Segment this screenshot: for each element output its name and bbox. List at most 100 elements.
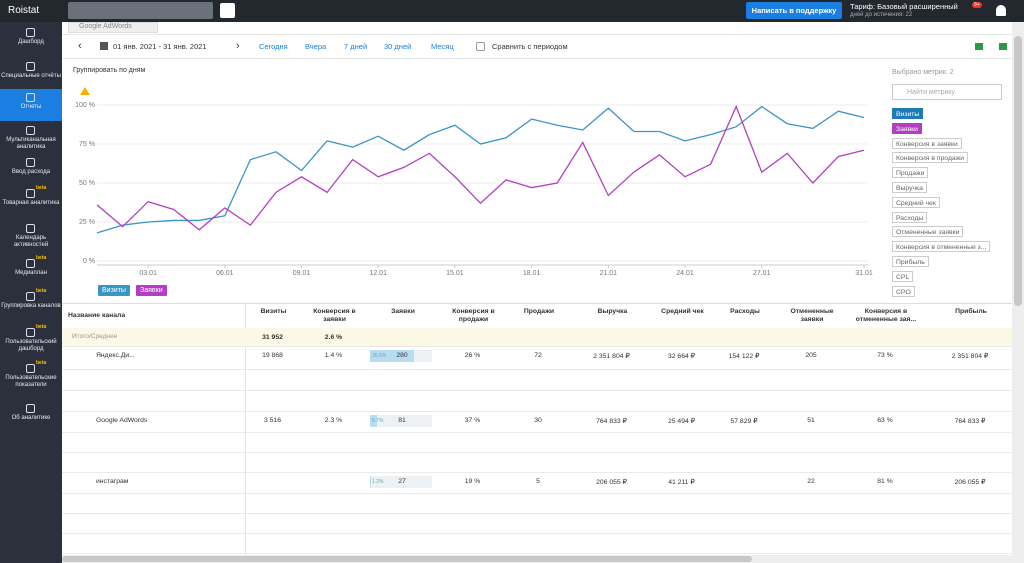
metric-chip[interactable]: Продажи bbox=[892, 167, 929, 179]
project-select[interactable] bbox=[68, 2, 213, 19]
v-scroll-thumb[interactable] bbox=[1014, 36, 1022, 306]
legend-item[interactable]: Заявки bbox=[136, 285, 167, 296]
x-tick-label: 06.01 bbox=[216, 270, 234, 277]
cell: 81 % bbox=[877, 478, 893, 485]
date-preset[interactable]: 7 дней bbox=[344, 42, 368, 51]
column-header[interactable]: Отмененные заявки bbox=[790, 308, 834, 323]
cell: 26 % bbox=[464, 352, 481, 359]
metric-chip[interactable]: Заявки bbox=[892, 122, 922, 134]
legend-item[interactable]: Визиты bbox=[98, 285, 130, 296]
nav-item[interactable]: Пользовательский дашборд beta bbox=[0, 324, 62, 356]
metric-chip[interactable]: Отмененные заявки bbox=[892, 226, 964, 238]
metric-chip[interactable]: CPO bbox=[892, 285, 915, 297]
nav-icon bbox=[26, 364, 35, 373]
metric-search[interactable]: Найти метрику bbox=[892, 84, 1002, 100]
metric-chip[interactable]: Прибыль bbox=[892, 256, 929, 267]
date-preset[interactable]: Вчера bbox=[305, 42, 327, 51]
cell: 2 351 804 ₽ bbox=[593, 353, 630, 360]
nav-item[interactable]: Отчеты bbox=[0, 89, 62, 121]
cell: 30 bbox=[534, 417, 542, 424]
column-header[interactable]: Название канала bbox=[68, 312, 126, 319]
tab[interactable]: Google AdWords bbox=[68, 22, 158, 33]
nav-item[interactable]: Медиаплан beta bbox=[0, 255, 62, 287]
chart-icon[interactable] bbox=[975, 43, 983, 50]
column-header[interactable]: Выручка bbox=[597, 308, 628, 315]
nav-badge: beta bbox=[36, 185, 47, 191]
row-line bbox=[62, 493, 1012, 494]
nav-icon bbox=[26, 93, 35, 102]
nav-item[interactable]: Мультиканальная аналитика bbox=[0, 122, 62, 154]
x-tick-label: 12.01 bbox=[369, 270, 387, 277]
table: Название канала Визиты Конверсия в заявки З… bbox=[62, 303, 1012, 556]
sidebar: Дашборд Специальные отчёты Отчеты Мультикан… bbox=[0, 22, 62, 563]
nav-label: Ввод расхода bbox=[11, 169, 51, 175]
y-tick-label: 25 % bbox=[79, 219, 95, 226]
date-preset[interactable]: Сегодня bbox=[259, 42, 288, 51]
cell: 31 952 bbox=[262, 334, 283, 341]
column-header[interactable]: Конверсия в заявки bbox=[313, 308, 356, 323]
column-header[interactable]: Продажи bbox=[523, 308, 555, 315]
metric-chip[interactable]: Выручка bbox=[892, 182, 927, 193]
metric-chip[interactable]: Расходы bbox=[892, 211, 928, 223]
cell: 205 bbox=[805, 352, 817, 359]
column-header[interactable]: Конверсия в продажи bbox=[452, 308, 495, 323]
column-header[interactable]: Заявки bbox=[391, 308, 415, 315]
metric-chip[interactable]: Средний чек bbox=[892, 196, 940, 208]
date-preset[interactable]: 30 дней bbox=[384, 42, 412, 51]
h-scroll-thumb[interactable] bbox=[62, 556, 752, 562]
row-line bbox=[62, 369, 1012, 370]
nav-label: Календарь активностей bbox=[13, 235, 49, 248]
metric-chip[interactable]: Конверсия в продажи bbox=[892, 152, 969, 164]
channel-name: Google AdWords bbox=[96, 417, 148, 424]
compare-label[interactable]: Сравнить с периодом bbox=[492, 42, 568, 51]
cell: 5 bbox=[536, 478, 540, 485]
metric-chip[interactable]: Конверсия в заявки bbox=[892, 137, 962, 149]
metric-chip[interactable]: Конверсия в отмененные з... bbox=[892, 241, 991, 253]
column-header[interactable]: Визиты bbox=[260, 308, 287, 315]
warning-icon bbox=[80, 87, 90, 95]
compare-checkbox[interactable] bbox=[476, 42, 485, 51]
table-row[interactable]: Яндекс.Ди... 35.5% 19 868 1.4 % 280 26 % 72 2 3… bbox=[62, 346, 1012, 367]
user-icon[interactable] bbox=[996, 5, 1006, 16]
column-header[interactable]: Конверсия в отмененные зая... bbox=[855, 308, 917, 323]
nav-icon bbox=[26, 189, 35, 198]
y-tick-label: 75 % bbox=[79, 141, 95, 148]
cell: 72 bbox=[534, 352, 542, 359]
nav-item[interactable]: Об аналитике bbox=[0, 400, 62, 432]
prev-button[interactable]: ‹ bbox=[78, 40, 82, 52]
support-button[interactable]: Написать в поддержку bbox=[746, 2, 842, 19]
group-by[interactable]: Группировать по дням bbox=[73, 67, 146, 74]
nav-badge: beta bbox=[36, 255, 47, 261]
nav-item[interactable]: Ввод расхода bbox=[0, 154, 62, 186]
column-header[interactable]: Средний чек bbox=[661, 308, 704, 315]
table-row[interactable]: Google AdWords 5.7% 3 516 2.3 % 81 37 % 30 764 … bbox=[62, 411, 1012, 432]
cell: 3 516 bbox=[263, 417, 281, 424]
v-scrollbar[interactable] bbox=[1012, 22, 1024, 563]
notification-badge[interactable]: 9+ bbox=[972, 2, 982, 8]
date-range[interactable]: 01 янв. 2021 - 31 янв. 2021 bbox=[113, 42, 207, 51]
h-scrollbar[interactable] bbox=[62, 555, 1012, 563]
nav-item[interactable]: Товарная аналитика beta bbox=[0, 185, 62, 217]
cell: 41 211 ₽ bbox=[668, 479, 695, 486]
next-button[interactable]: › bbox=[236, 40, 240, 52]
tariff: Тариф: Базовый расширенный bbox=[850, 2, 958, 11]
metric-chip[interactable]: Визиты bbox=[892, 108, 924, 119]
nav-item[interactable]: Группировка каналов beta bbox=[0, 288, 62, 320]
column-header[interactable]: Расходы bbox=[730, 308, 760, 315]
column-header[interactable]: Прибыль bbox=[955, 308, 987, 315]
table-row[interactable]: инстаграм 1.2% 27 19 % 5 206 055 ₽ 41 211 ₽ 22 8… bbox=[62, 472, 1012, 493]
nav-badge: beta bbox=[36, 324, 47, 330]
topbar: Roistat Написать в поддержку Тариф: Базо… bbox=[0, 0, 1024, 22]
favorite-button[interactable] bbox=[220, 3, 235, 18]
row-line bbox=[62, 452, 1012, 453]
table-icon[interactable] bbox=[999, 43, 1007, 50]
nav-item[interactable]: Пользовательские показатели beta bbox=[0, 360, 62, 392]
metric-chip[interactable]: CPL bbox=[892, 270, 914, 282]
nav-item[interactable]: Дашборд bbox=[0, 24, 62, 56]
date-preset[interactable]: Месяц bbox=[431, 42, 454, 51]
nav-item[interactable]: Календарь активностей bbox=[0, 220, 62, 252]
nav-item[interactable]: Специальные отчёты bbox=[0, 58, 62, 90]
nav-icon bbox=[26, 404, 35, 413]
share-bar bbox=[370, 415, 378, 427]
